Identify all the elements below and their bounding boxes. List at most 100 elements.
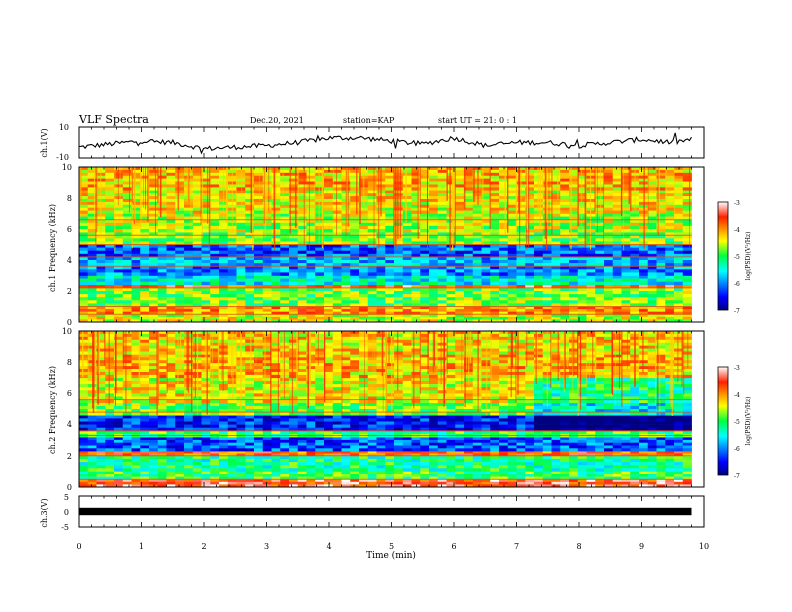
spectrogram-cell [236, 232, 246, 236]
spectrogram-cell [87, 263, 97, 267]
spectrogram-cell [682, 260, 692, 264]
spectrogram-cell [105, 210, 115, 214]
spectrogram-cell [682, 484, 692, 488]
spectrogram-cell [201, 216, 211, 220]
spectrogram-cell [306, 193, 316, 197]
spectrogram-cell [394, 303, 404, 307]
spectrogram-cell [621, 291, 631, 295]
spectrogram-cell [79, 455, 89, 460]
spectrogram-cell [79, 260, 89, 264]
spectrogram-cell [402, 319, 412, 323]
spectrogram-cell [612, 471, 622, 475]
spectrogram-cell [315, 484, 325, 488]
spectrogram-cell [411, 458, 421, 463]
spectrogram-cell [341, 235, 351, 239]
spectrogram-cell [630, 235, 640, 239]
spectrogram-cell [184, 291, 194, 295]
spectrogram-cell [481, 169, 491, 174]
spectrogram-cell [569, 260, 579, 264]
spectrogram-cell [192, 319, 202, 323]
spectrogram-cell [105, 204, 115, 208]
spectrogram-cell [499, 476, 509, 480]
spectrogram-cell [604, 266, 614, 270]
spectrogram-cell [149, 303, 159, 307]
spectrogram-cell [210, 284, 220, 289]
spectrogram-cell [324, 269, 334, 273]
spectrogram-cell [464, 184, 474, 188]
spectrogram-cell [569, 468, 579, 472]
spectrogram-cell [87, 225, 97, 230]
spectrogram-cell [79, 184, 89, 188]
spectrogram-cell [525, 263, 535, 267]
spectrogram-cell [586, 311, 596, 315]
spectrogram-cell [227, 476, 237, 480]
spectrogram-cell [446, 260, 456, 264]
spectrogram-cell [262, 311, 272, 315]
spectrogram-cell [341, 479, 351, 483]
spectrogram-cell [297, 175, 307, 179]
spectrogram-cell [254, 316, 264, 320]
spectrogram-cell [490, 250, 500, 255]
spectrogram-cell [490, 238, 500, 242]
spectrogram-cell [551, 169, 561, 174]
spectrogram-cell [551, 309, 561, 312]
spectrogram-cell [306, 481, 316, 485]
spectrogram-cell [87, 216, 97, 220]
spectrogram-cell [551, 484, 561, 488]
spectrogram-cell [507, 458, 517, 463]
spectrogram-cell [122, 219, 132, 224]
spectrogram-cell [481, 235, 491, 239]
spectrogram-cell [192, 184, 202, 188]
spectrogram-cell [166, 266, 176, 270]
spectrogram-cell [682, 241, 692, 245]
spectrogram-cell [114, 451, 124, 454]
spectrogram-cell [114, 219, 124, 224]
spectrogram-cell [324, 474, 334, 477]
spectrogram-cell [612, 263, 622, 267]
spectrogram-cell [297, 210, 307, 214]
spectrogram-cell [621, 284, 631, 289]
spectrogram-cell [350, 167, 360, 171]
spectrogram-cell [507, 287, 517, 292]
spectrogram-cell [315, 291, 325, 295]
spectrogram-cell [96, 256, 106, 261]
spectrogram-cell [665, 453, 675, 457]
spectrogram-cell [674, 278, 684, 282]
spectrogram-cell [525, 291, 535, 295]
spectrogram-cell [149, 453, 159, 457]
spectrogram-cell [87, 241, 97, 245]
spectrogram-cell [472, 232, 482, 236]
spectrogram-cell [245, 216, 255, 220]
spectrogram-cell [429, 306, 439, 310]
spectrogram-cell [411, 260, 421, 264]
spectrogram-cell [472, 311, 482, 315]
spectrogram-cell [219, 297, 229, 301]
spectrogram-cell [131, 476, 141, 480]
spectrogram-cell [394, 291, 404, 295]
spectrogram-cell [157, 278, 167, 282]
spectrogram-cell [236, 303, 246, 307]
spectrogram-cell [595, 294, 605, 298]
spectrogram-cell [131, 175, 141, 179]
spectrogram-cell [236, 287, 246, 292]
spectrogram-cell [577, 269, 587, 273]
spectrogram-cell [315, 309, 325, 312]
spectrogram-cell [595, 235, 605, 239]
spectrogram-cell [437, 184, 447, 188]
spectrogram-cell [184, 309, 194, 312]
spectrogram-cell [210, 311, 220, 315]
spectrogram-cell [612, 311, 622, 315]
spectrogram-cell [192, 169, 202, 174]
spectrogram-cell [551, 455, 561, 460]
spectrogram-cell [87, 294, 97, 298]
spectrogram-cell [96, 445, 106, 449]
spectrogram-cell [140, 319, 150, 323]
spectrogram-cell [184, 287, 194, 292]
spectrogram-cell [306, 207, 316, 211]
spectrogram-cell [350, 241, 360, 245]
spectrogram-cell [236, 306, 246, 310]
spectrogram-cell [612, 207, 622, 211]
spectrogram-cell [621, 229, 631, 233]
spectrogram-cell [411, 196, 421, 200]
spectrogram-cell [665, 172, 675, 177]
